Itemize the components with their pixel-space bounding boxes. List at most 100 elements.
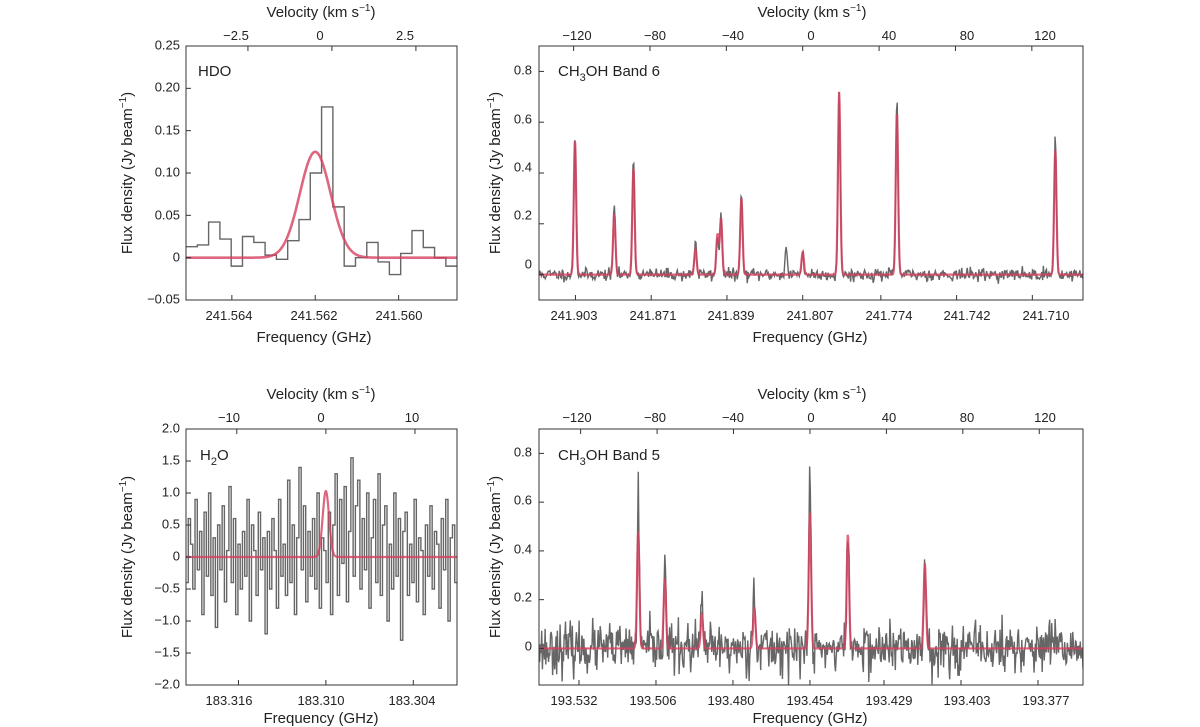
band6-model-series [539, 91, 1083, 276]
band5-panel-label: CH3OH Band 5 [558, 447, 660, 468]
h2o-top-axis-title: Velocity (km s−1) [267, 385, 376, 403]
y-tick-label: −0.5 [154, 580, 180, 595]
band6-y-tick-labels: 0 0.2 0.4 0.6 0.8 [514, 62, 532, 271]
h2o-plot-area [185, 428, 458, 686]
band5-x-tick-labels: 193.532 193.506 193.480 193.454 193.429 … [551, 693, 1070, 708]
top-tick-label: −10 [218, 410, 240, 425]
band6-top-ticks: −120 −80 −40 0 40 80 120 [562, 28, 1056, 43]
x-tick-label: 183.316 [206, 693, 253, 708]
top-tick-label: 0 [807, 410, 814, 425]
x-tick-label: 241.710 [1023, 308, 1070, 323]
y-tick-label: 0.2 [514, 207, 532, 222]
x-tick-label: 241.562 [291, 308, 338, 323]
top-tick-label: −40 [722, 410, 744, 425]
y-tick-label: −2.0 [154, 676, 180, 691]
panel-ch3oh-band5: Velocity (km s−1) −120 −80 −40 0 40 80 1… [486, 385, 1070, 727]
top-tick-label: −2.5 [223, 28, 249, 43]
y-tick-label: 0 [173, 249, 180, 264]
band5-top-ticks: −120 −80 −40 0 40 80 120 [562, 410, 1056, 425]
h2o-y-tick-labels: −2.0 −1.5 −1.0 −0.5 0 0.5 1.0 1.5 2.0 [154, 420, 180, 691]
y-tick-label: 0.8 [514, 62, 532, 77]
x-tick-label: 193.377 [1023, 693, 1070, 708]
panel-hdo: Velocity (km s−1) −2.5 0 2.5 −0.05 0 0.0… [118, 3, 423, 346]
x-tick-label: 241.564 [206, 308, 253, 323]
band5-model-series [539, 512, 1083, 650]
h2o-x-axis-title: Frequency (GHz) [263, 710, 378, 727]
x-tick-label: 183.310 [298, 693, 345, 708]
top-tick-label: 40 [882, 28, 896, 43]
hdo-model-series [186, 150, 457, 259]
y-tick-label: 0.8 [514, 444, 532, 459]
top-tick-label: 0 [317, 410, 324, 425]
top-tick-label: 0 [807, 28, 814, 43]
x-tick-label: 241.807 [787, 308, 834, 323]
y-tick-label: 0.20 [155, 79, 180, 94]
band6-plot-frame [538, 45, 1084, 301]
y-tick-label: 0 [525, 256, 532, 271]
band6-panel-label: CH3OH Band 6 [558, 63, 660, 84]
y-tick-label: 1.0 [162, 484, 180, 499]
x-tick-label: 241.742 [944, 308, 991, 323]
x-tick-label: 241.903 [551, 308, 598, 323]
y-tick-label: −1.5 [154, 644, 180, 659]
band5-plot-frame [538, 428, 1084, 686]
hdo-y-tick-labels: −0.05 0 0.05 0.10 0.15 0.20 0.25 [147, 37, 180, 306]
h2o-x-tick-labels: 183.316 183.310 183.304 [206, 693, 436, 708]
y-tick-label: 1.5 [162, 452, 180, 467]
hdo-top-axis-title: Velocity (km s−1) [267, 3, 376, 21]
hdo-x-tick-labels: 241.564 241.562 241.560 [206, 308, 423, 323]
x-tick-label: 241.839 [708, 308, 755, 323]
panel-ch3oh-band6: Velocity (km s−1) −120 −80 −40 0 40 80 1… [486, 3, 1070, 346]
hdo-observed-series [186, 106, 457, 276]
band6-x-tick-labels: 241.903 241.871 241.839 241.807 241.774 … [551, 308, 1070, 323]
h2o-top-ticks: −10 0 10 [218, 410, 419, 425]
y-tick-label: 0.10 [155, 164, 180, 179]
top-tick-label: 80 [960, 410, 974, 425]
y-tick-label: 0.05 [155, 207, 180, 222]
x-tick-label: 183.304 [389, 693, 436, 708]
x-tick-label: 193.429 [866, 693, 913, 708]
y-tick-label: 0.4 [514, 541, 532, 556]
y-tick-label: 0 [525, 638, 532, 653]
y-tick-label: 0.2 [514, 589, 532, 604]
top-tick-label: 10 [405, 410, 419, 425]
y-tick-label: 2.0 [162, 420, 180, 435]
h2o-panel-label: H2O [200, 447, 229, 468]
h2o-observed-series [186, 457, 457, 641]
band5-y-axis-title: Flux density (Jy beam−1) [486, 476, 504, 638]
panel-h2o: Velocity (km s−1) −10 0 10 −2.0 −1.5 −1.… [118, 385, 436, 727]
x-tick-label: 241.560 [376, 308, 423, 323]
top-tick-label: 2.5 [396, 28, 414, 43]
y-tick-label: 0 [173, 548, 180, 563]
x-tick-label: 241.871 [630, 308, 677, 323]
top-tick-label: 0 [316, 28, 323, 43]
x-tick-label: 193.480 [708, 693, 755, 708]
x-tick-label: 193.532 [551, 693, 598, 708]
h2o-model-series [186, 489, 457, 559]
band5-top-axis-title: Velocity (km s−1) [758, 385, 867, 403]
top-tick-label: −80 [644, 410, 666, 425]
top-tick-label: −40 [722, 28, 744, 43]
band6-top-axis-title: Velocity (km s−1) [758, 3, 867, 21]
x-tick-label: 193.506 [630, 693, 677, 708]
hdo-plot-area [185, 45, 458, 301]
y-tick-label: −1.0 [154, 612, 180, 627]
x-tick-label: 241.774 [866, 308, 913, 323]
x-tick-label: 193.454 [787, 693, 834, 708]
band6-x-axis-title: Frequency (GHz) [752, 329, 867, 346]
hdo-panel-label: HDO [198, 63, 231, 80]
band6-plot-area [538, 45, 1084, 301]
top-tick-label: 40 [882, 410, 896, 425]
band5-plot-area [538, 428, 1084, 686]
band6-observed-series [539, 91, 1083, 284]
y-tick-label: 0.5 [162, 516, 180, 531]
y-tick-label: 0.6 [514, 492, 532, 507]
top-tick-label: 120 [1034, 28, 1056, 43]
y-tick-label: 0.15 [155, 122, 180, 137]
hdo-x-axis-title: Frequency (GHz) [256, 329, 371, 346]
hdo-y-axis-title: Flux density (Jy beam−1) [118, 92, 136, 254]
x-tick-label: 193.403 [944, 693, 991, 708]
plot-layer [185, 45, 1084, 686]
y-tick-label: −0.05 [147, 291, 180, 306]
